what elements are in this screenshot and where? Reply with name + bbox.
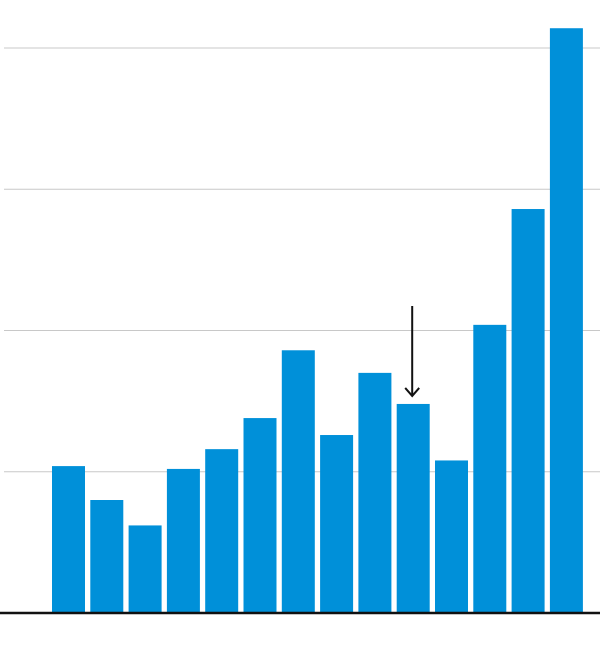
bar-10	[396, 403, 430, 613]
bar-12	[473, 324, 507, 613]
bar-4	[166, 468, 200, 613]
bar-3	[128, 525, 162, 613]
bar-9	[358, 372, 392, 613]
bar-6	[243, 418, 277, 613]
bar-11	[435, 460, 468, 613]
bar-5	[205, 449, 239, 613]
bar-8	[320, 435, 354, 613]
bar-2	[90, 500, 124, 613]
bars	[52, 28, 583, 614]
bar-14	[549, 28, 583, 614]
bar-7	[281, 350, 315, 613]
bar-13	[511, 209, 545, 613]
arrow-head-icon	[404, 387, 420, 398]
annotation	[404, 305, 420, 398]
bar-1	[52, 466, 85, 613]
